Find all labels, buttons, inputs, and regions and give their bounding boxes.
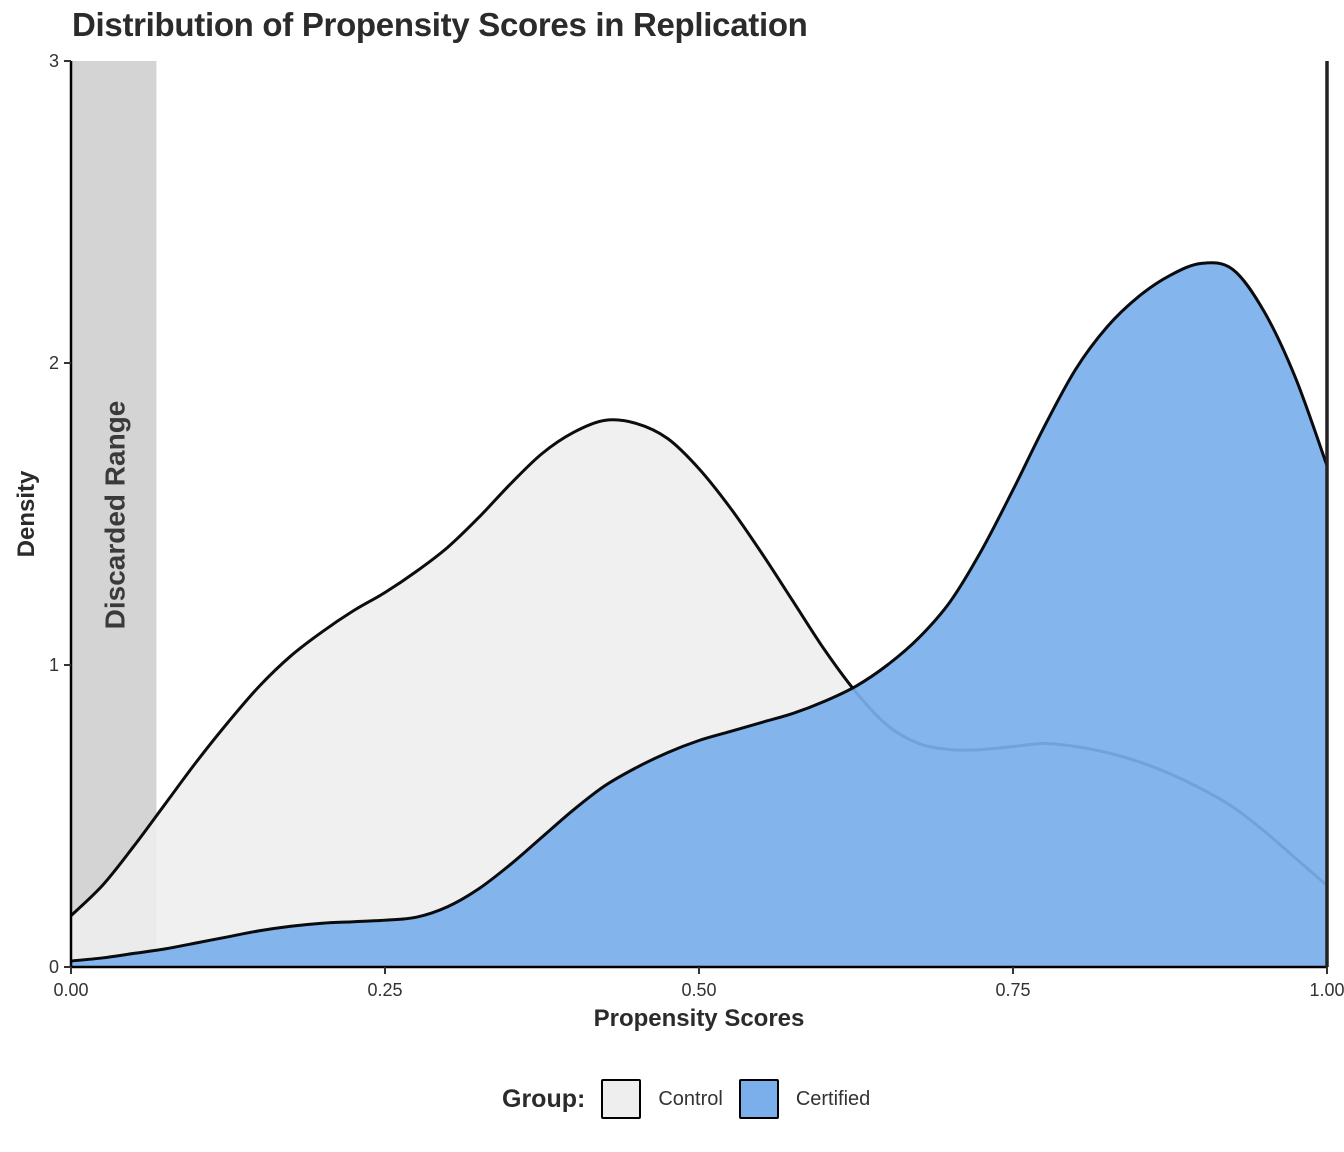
x-tick-label: 0.25 [367,980,402,1000]
area-certified [71,262,1327,967]
y-tick-label: 3 [49,51,59,71]
legend-key-certified [738,1079,779,1119]
y-tick-label: 1 [49,655,59,675]
y-axis-title: Density [13,470,40,557]
x-tick-label: 0.00 [53,980,88,1000]
x-tick-label: 0.75 [995,980,1030,1000]
chart-title: Distribution of Propensity Scores in Rep… [72,6,808,43]
discarded-range-label: Discarded Range [100,401,131,630]
x-tick-label: 1.00 [1309,980,1344,1000]
y-tick-label: 0 [49,957,59,977]
legend: Group: Control Certified [502,1076,886,1122]
density-line-certified [70,261,1329,963]
legend-title: Group: [502,1084,586,1113]
legend-item-control: Control [601,1079,723,1119]
legend-label-certified: Certified [795,1087,871,1110]
x-axis-title: Propensity Scores [594,1005,805,1032]
legend-item-certified: Certified [738,1079,871,1119]
x-tick-label: 0.50 [681,980,716,1000]
y-tick-label: 2 [49,353,59,373]
legend-label-control: Control [658,1087,723,1110]
legend-key-control [601,1079,642,1119]
discarded-range-band [71,61,157,967]
